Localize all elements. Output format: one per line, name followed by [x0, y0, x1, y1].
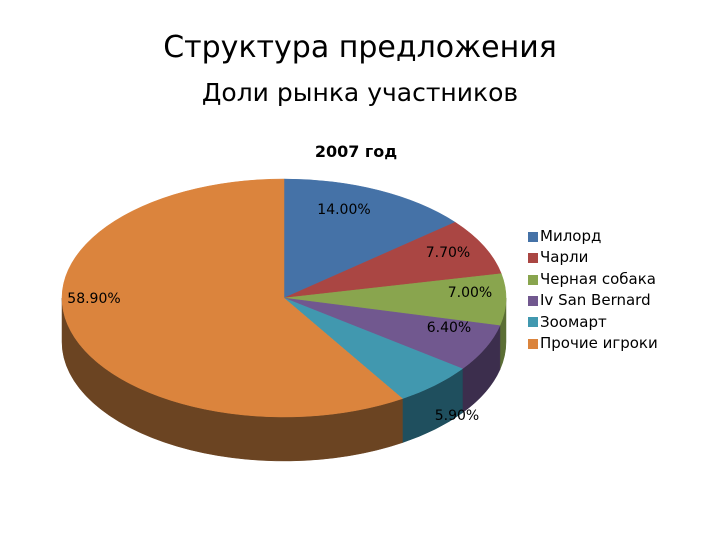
legend-swatch — [528, 231, 538, 242]
legend-item-милорд: Милорд — [528, 226, 658, 247]
legend-swatch — [528, 253, 538, 264]
data-label-iv-san-bernard: 6.40% — [427, 320, 471, 336]
legend-label: Чарли — [540, 248, 589, 267]
legend: Милорд Чарли Черная собака Iv San Bernard Зо… — [528, 226, 658, 354]
legend-item-прочие-игроки: Прочие игроки — [528, 333, 658, 354]
pie-slice-чарли — [283, 221, 502, 299]
legend-swatch — [528, 295, 538, 306]
legend-item-iv-san-bernard: Iv San Bernard — [528, 290, 658, 311]
legend-swatch — [528, 274, 538, 285]
legend-item-чарли: Чарли — [528, 247, 658, 268]
legend-item-зоомарт: Зоомарт — [528, 312, 658, 333]
legend-swatch — [528, 317, 538, 328]
data-labels: 14.00% 7.70% 7.00% 6.40% 5.90% 58.90% — [67, 202, 492, 424]
legend-swatch — [528, 338, 538, 349]
pie-slice-прочие-игроки — [61, 178, 403, 418]
data-label-зоомарт: 5.90% — [435, 408, 479, 424]
data-label-чарли: 7.70% — [426, 245, 470, 261]
legend-label: Iv San Bernard — [540, 291, 651, 310]
legend-label: Милорд — [540, 227, 602, 245]
pie-slice-милорд — [283, 178, 456, 299]
legend-label: Прочие игроки — [540, 334, 658, 353]
legend-label: Черная собака — [540, 269, 656, 288]
slide-title: Структура предложения — [163, 30, 557, 65]
chart-title: 2007 год — [315, 142, 397, 161]
pie-slices — [61, 178, 507, 418]
data-label-прочие-игроки: 58.90% — [67, 291, 120, 307]
slide-subtitle: Доли рынка участников — [201, 78, 519, 107]
data-label-милорд: 14.00% — [317, 202, 370, 218]
data-label-черная-собака: 7.00% — [448, 285, 492, 301]
legend-item-черная-собака: Черная собака — [528, 269, 658, 290]
legend-label: Зоомарт — [540, 312, 607, 331]
